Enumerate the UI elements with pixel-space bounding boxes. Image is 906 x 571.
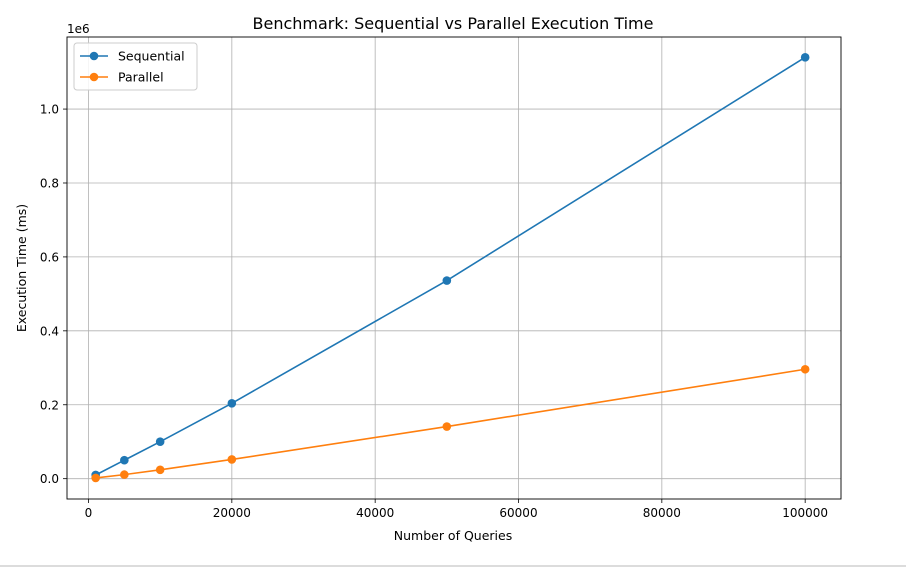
axes-layer: 0 20000 40000 60000 80000 100000 0.0 0.2 0.4 0.6 0… bbox=[40, 36, 842, 520]
y-tick-label: 1.0 bbox=[40, 103, 59, 117]
y-axis-label: Execution Time (ms) bbox=[14, 204, 29, 332]
y-axis-offset-label: 1e6 bbox=[67, 22, 90, 36]
grid-layer bbox=[67, 37, 841, 499]
data-point-parallel bbox=[227, 455, 237, 464]
y-tick-label: 0.0 bbox=[40, 472, 59, 486]
x-tick-label: 100000 bbox=[782, 506, 828, 520]
plot-frame bbox=[66, 36, 842, 500]
legend-marker-sequential bbox=[89, 51, 99, 61]
legend-label-parallel: Parallel bbox=[118, 70, 164, 85]
x-tick-label: 40000 bbox=[356, 506, 394, 520]
y-tick-label: 0.6 bbox=[40, 250, 59, 264]
x-tick-label: 80000 bbox=[643, 506, 681, 520]
legend-box bbox=[73, 42, 198, 91]
series-line-sequential bbox=[95, 56, 806, 476]
legend: Sequential Parallel bbox=[73, 42, 198, 91]
y-tick-label: 0.4 bbox=[40, 324, 59, 338]
series-line-parallel bbox=[95, 368, 806, 479]
data-point-parallel bbox=[442, 422, 452, 431]
data-point-parallel bbox=[120, 470, 129, 479]
x-tick-label: 20000 bbox=[213, 506, 251, 520]
y-tick-label: 0.8 bbox=[40, 176, 59, 190]
data-point-sequential bbox=[442, 276, 452, 285]
series-layer bbox=[91, 53, 810, 483]
data-point-sequential bbox=[227, 398, 237, 408]
data-point-sequential bbox=[155, 437, 165, 447]
data-point-parallel bbox=[91, 473, 100, 483]
window-bottom-edge bbox=[0, 565, 906, 567]
x-axis-label: Number of Queries bbox=[394, 528, 512, 543]
data-point-sequential bbox=[120, 455, 129, 465]
x-tick-label: 60000 bbox=[499, 506, 537, 520]
y-tick-label: 0.2 bbox=[40, 398, 59, 412]
data-point-parallel bbox=[155, 465, 165, 475]
data-point-parallel bbox=[800, 364, 810, 374]
chart-title: Benchmark: Sequential vs Parallel Execut… bbox=[253, 14, 654, 33]
x-tick-label: 0 bbox=[85, 506, 93, 520]
data-point-sequential bbox=[800, 53, 810, 62]
legend-label-sequential: Sequential bbox=[118, 49, 185, 64]
legend-marker-parallel bbox=[89, 72, 99, 82]
